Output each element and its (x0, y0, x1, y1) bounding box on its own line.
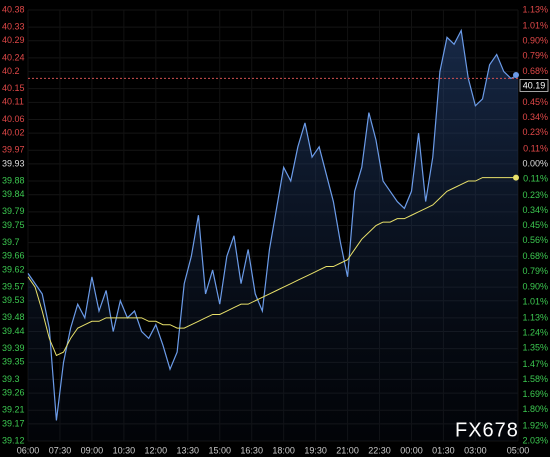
y-tick-label: 39.17 (2, 418, 25, 428)
y2-tick-label: 0.79% (522, 51, 548, 61)
y2-tick-label: 0.90% (522, 36, 548, 46)
y2-tick-label: 1.47% (522, 359, 548, 369)
y-tick-label: 39.66 (2, 251, 25, 261)
price-line (27, 177, 518, 357)
y-tick-label: 40.06 (2, 114, 25, 124)
y2-tick-label: 0.79% (522, 266, 548, 276)
x-tick-label: 00:00 (400, 445, 423, 455)
y2-tick-label: 1.13% (522, 4, 548, 14)
y-tick-label: 39.26 (2, 387, 25, 397)
y2-tick-label: 0.90% (522, 281, 548, 291)
y-tick-label: 40.38 (2, 4, 25, 14)
y2-tick-label: 0.11% (523, 143, 548, 153)
y2-tick-label: 0.34% (522, 112, 548, 122)
y2-tick-label: 1.01% (522, 296, 548, 306)
x-tick-label: 13:30 (177, 445, 200, 455)
last-price-label: 40.19 (523, 80, 546, 90)
y-tick-label: 39.44 (2, 326, 25, 336)
y2-tick-label: 0.45% (522, 97, 548, 107)
y-tick-label: 39.84 (2, 189, 25, 199)
y2-tick-label: 0.23% (522, 190, 548, 200)
x-tick-label: 07:30 (49, 445, 72, 455)
y2-tick-label: 1.80% (522, 404, 548, 414)
y-tick-label: 40.11 (2, 97, 24, 107)
y-tick-label: 39.53 (2, 295, 25, 305)
y-tick-label: 40.15 (2, 83, 25, 93)
y-tick-label: 39.88 (2, 175, 25, 185)
price-line (27, 28, 519, 421)
y-tick-label: 39.93 (2, 158, 25, 168)
y-tick-label: 39.7 (2, 237, 20, 247)
x-tick-label: 16:30 (240, 445, 263, 455)
y2-tick-label: 1.69% (522, 389, 548, 399)
y-tick-label: 39.3 (2, 374, 20, 384)
x-tick-label: 03:00 (464, 445, 487, 455)
x-tick-label: 09:00 (81, 445, 104, 455)
y2-tick-label: 0.00% (522, 158, 548, 168)
x-tick-label: 10:30 (113, 445, 136, 455)
y2-tick-label: 1.35% (522, 343, 548, 353)
watermark: FX678 (455, 419, 519, 441)
x-tick-label: 05:00 (507, 445, 530, 455)
y-tick-label: 39.21 (2, 405, 25, 415)
y2-tick-label: 1.01% (522, 21, 548, 31)
y-tick-label: 39.79 (2, 206, 25, 216)
y-tick-label: 39.35 (2, 357, 25, 367)
x-tick-label: 06:00 (17, 445, 40, 455)
y-tick-label: 39.57 (2, 281, 25, 291)
y2-tick-label: 1.58% (522, 374, 548, 384)
y-tick-label: 39.12 (2, 435, 25, 445)
y-tick-label: 40.02 (2, 128, 25, 138)
x-tick-label: 18:00 (272, 445, 295, 455)
y2-tick-label: 1.92% (522, 420, 548, 430)
x-tick-label: 12:00 (145, 445, 168, 455)
x-tick-label: 22:30 (368, 445, 391, 455)
end-dot (513, 174, 519, 181)
y2-tick-label: 0.56% (522, 235, 548, 245)
y2-tick-label: 0.34% (522, 205, 548, 215)
y-tick-label: 40.33 (2, 21, 25, 31)
x-tick-label: 19:30 (304, 445, 327, 455)
x-tick-label: 15:00 (208, 445, 231, 455)
y-tick-label: 39.48 (2, 312, 25, 322)
y-tick-label: 40.24 (2, 52, 25, 62)
y-tick-label: 39.75 (2, 220, 25, 230)
y2-tick-label: 1.13% (522, 313, 548, 323)
y2-tick-label: 1.24% (522, 328, 548, 338)
end-dot (513, 71, 519, 78)
y2-tick-label: 0.45% (522, 220, 548, 230)
y-tick-label: 40.2 (2, 66, 20, 76)
price-box (519, 79, 549, 92)
y-tick-label: 39.62 (2, 264, 25, 274)
y-tick-label: 40.29 (2, 35, 25, 45)
y2-tick-label: 0.11% (523, 174, 548, 184)
x-tick-label: 01:30 (432, 445, 455, 455)
y2-tick-label: 0.23% (522, 127, 548, 137)
x-tick-label: 21:00 (336, 445, 359, 455)
y2-tick-label: 2.03% (522, 435, 548, 445)
y-tick-label: 39.39 (2, 343, 25, 353)
y-tick-label: 39.97 (2, 145, 25, 155)
y2-tick-label: 0.68% (522, 66, 548, 76)
price-area (28, 30, 518, 442)
y2-tick-label: 0.68% (522, 251, 548, 261)
